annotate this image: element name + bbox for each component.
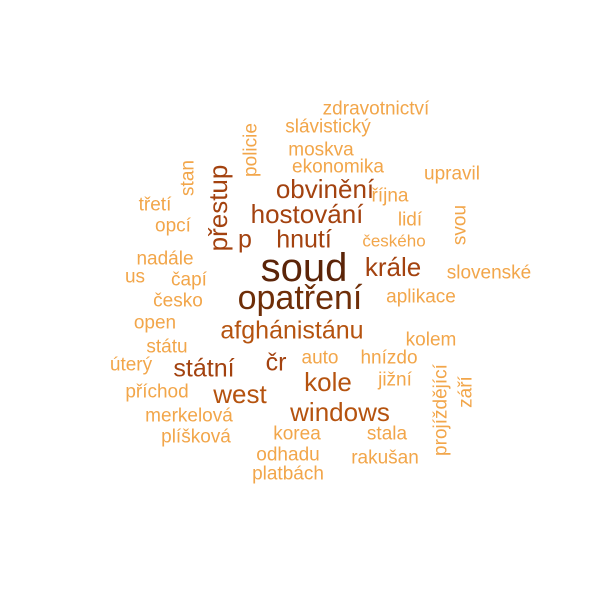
- word-cesko: česko: [153, 290, 203, 312]
- word-krale: krále: [364, 252, 422, 282]
- word-prestup: přestup: [203, 164, 233, 252]
- word-auto: auto: [301, 347, 339, 369]
- word-merkelova: merkelová: [145, 405, 233, 427]
- word-open: open: [133, 312, 177, 334]
- word-odhadu: odhadu: [256, 444, 320, 466]
- word-hostovani: hostování: [250, 199, 364, 229]
- word-stala: stala: [366, 423, 408, 445]
- word-pliskova: plíšková: [161, 426, 231, 448]
- word-hnuti: hnutí: [276, 225, 332, 254]
- word-treti: třetí: [138, 194, 172, 216]
- word-zari: září: [455, 376, 477, 408]
- word-kole: kole: [304, 367, 352, 397]
- word-statu: státu: [146, 336, 188, 358]
- word-afghanistanu: afghánistánu: [220, 316, 364, 345]
- word-projizdejici: projíždějící: [430, 364, 452, 456]
- word-platbach: platbách: [252, 463, 324, 485]
- word-hnizdo: hnízdo: [360, 347, 418, 369]
- word-moskva: moskva: [288, 139, 354, 161]
- word-upravil: upravil: [424, 163, 480, 185]
- word-windows: windows: [290, 397, 390, 427]
- word-statni: státní: [173, 354, 235, 383]
- word-ekonomika: ekonomika: [292, 156, 384, 178]
- word-korea: korea: [273, 423, 321, 445]
- word-utery: úterý: [109, 354, 153, 376]
- word-slavisticky: slávistický: [285, 116, 371, 138]
- word-capi: čapí: [171, 269, 207, 291]
- word-obvineni: obvinění: [275, 174, 375, 204]
- word-nadale: nadále: [136, 248, 194, 270]
- word-prichod: příchod: [125, 381, 189, 403]
- word-cr: čr: [265, 348, 287, 377]
- word-slovenske: slovenské: [446, 262, 532, 284]
- word-lidi: lidí: [397, 209, 423, 231]
- word-opci: opcí: [155, 215, 191, 237]
- word-rakusan: rakušan: [351, 447, 419, 469]
- word-kolem: kolem: [405, 329, 457, 351]
- word-policie: policie: [240, 123, 262, 177]
- word-jizni: jižní: [378, 369, 412, 391]
- word-rijna: října: [371, 185, 409, 207]
- word-svou: svou: [449, 204, 471, 246]
- word-ceskeho: českého: [362, 231, 426, 251]
- word-opatreni: opatření: [237, 279, 363, 317]
- word-west: west: [213, 379, 267, 409]
- word-stan: stan: [177, 160, 199, 196]
- word-aplikace: aplikace: [386, 286, 456, 308]
- word-soud: soud: [260, 246, 348, 290]
- word-p: p: [238, 225, 252, 254]
- word-us: us: [124, 266, 146, 288]
- word-zdravotnictvi: zdravotnictví: [322, 98, 430, 120]
